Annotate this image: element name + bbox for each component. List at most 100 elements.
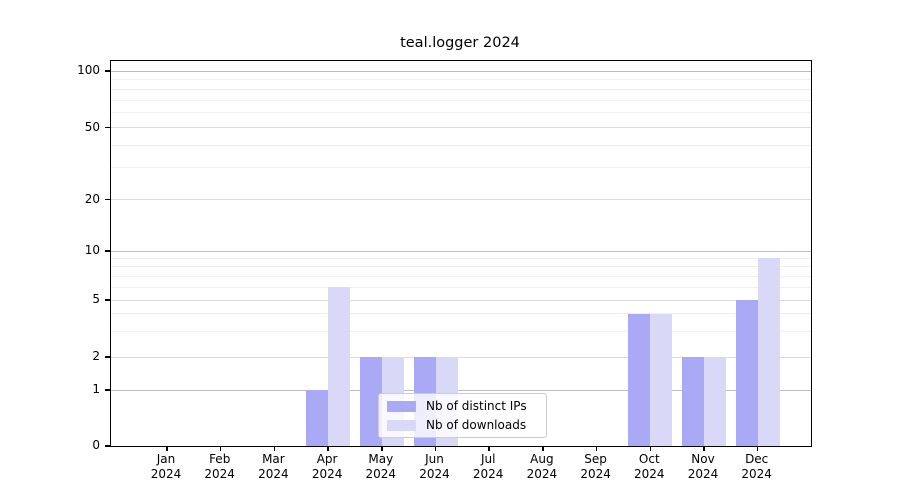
- bar-distinct-ips: [306, 390, 329, 446]
- x-tick-label: Jan 2024: [139, 452, 193, 482]
- x-tick-month: Apr: [316, 452, 338, 466]
- x-tick-year: 2024: [472, 467, 504, 481]
- y-tick-label: 5: [92, 292, 100, 306]
- y-tick-mark: [105, 299, 110, 301]
- bar-distinct-ips: [682, 357, 704, 446]
- x-tick-year: 2024: [687, 467, 719, 481]
- x-tick-mark: [595, 446, 598, 451]
- bar-downloads: [328, 287, 351, 446]
- x-tick-year: 2024: [741, 467, 772, 481]
- gridline-minor: [111, 99, 811, 101]
- x-tick-month: May: [368, 452, 394, 466]
- bar-downloads: [704, 357, 726, 446]
- y-tick-mark: [105, 126, 110, 129]
- x-tick-month: Aug: [530, 452, 554, 466]
- x-tick-year: 2024: [419, 467, 450, 481]
- x-tick-mark: [327, 446, 329, 451]
- x-tick-label: Oct 2024: [622, 452, 676, 482]
- x-tick-month: Feb: [209, 452, 231, 466]
- legend-swatch-distinct-ips: [387, 400, 416, 412]
- gridline-minor: [111, 257, 811, 259]
- x-tick-year: 2024: [204, 467, 235, 481]
- bar-downloads: [650, 313, 673, 446]
- x-tick-mark: [703, 446, 705, 451]
- x-tick-mark: [381, 446, 383, 451]
- x-tick-mark: [219, 446, 222, 451]
- x-tick-month: Nov: [691, 452, 715, 466]
- gridline-minor: [111, 266, 811, 268]
- x-tick-label: Mar 2024: [246, 452, 300, 482]
- x-tick-mark: [649, 446, 652, 451]
- y-tick-label: 1: [92, 382, 100, 396]
- gridline-minor: [111, 79, 811, 81]
- x-tick-label: Sep 2024: [569, 452, 623, 482]
- x-tick-label: Feb 2024: [193, 452, 247, 482]
- gridline-minor: [111, 167, 811, 169]
- x-tick-mark: [434, 446, 437, 451]
- x-tick-year: 2024: [311, 467, 343, 481]
- y-tick-mark: [105, 389, 110, 391]
- y-tick-mark: [105, 445, 110, 447]
- y-tick-mark: [105, 198, 110, 201]
- y-tick-label: 2: [92, 349, 100, 363]
- x-tick-mark: [166, 446, 168, 451]
- x-tick-year: 2024: [150, 467, 182, 481]
- x-tick-label: May 2024: [354, 452, 408, 482]
- x-tick-month: Mar: [262, 452, 285, 466]
- x-tick-mark: [542, 446, 544, 451]
- gridline-major: [111, 356, 811, 358]
- legend-label-downloads: Nb of downloads: [426, 418, 527, 432]
- x-tick-month: Dec: [745, 452, 769, 466]
- gridline-minor: [111, 144, 811, 146]
- gridline-major: [111, 199, 811, 201]
- bar-downloads: [757, 258, 780, 446]
- plot-area: [105, 60, 812, 451]
- x-tick-month: Sep: [584, 452, 607, 466]
- gridline-major: [111, 127, 811, 129]
- x-tick-year: 2024: [365, 467, 397, 481]
- x-tick-label: Aug 2024: [515, 452, 569, 482]
- gridline-minor: [111, 286, 811, 288]
- x-tick-year: 2024: [258, 467, 289, 481]
- bar-distinct-ips: [735, 300, 758, 446]
- y-tick-mark: [105, 70, 110, 72]
- x-tick-mark: [488, 446, 490, 451]
- y-tick-mark: [105, 250, 110, 252]
- x-tick-label: Nov 2024: [676, 452, 730, 482]
- x-tick-mark: [273, 446, 276, 451]
- x-tick-label: Jun 2024: [408, 452, 462, 482]
- x-tick-month: Jan: [156, 452, 176, 466]
- y-tick-label: 10: [84, 243, 100, 257]
- x-tick-year: 2024: [634, 467, 665, 481]
- bar-distinct-ips: [359, 357, 382, 446]
- gridline-minor: [111, 88, 811, 90]
- legend: Nb of distinct IPs Nb of downloads: [378, 393, 547, 438]
- chart-title: teal.logger 2024: [400, 35, 520, 51]
- y-tick-label: 100: [77, 63, 100, 77]
- gridline-minor: [111, 331, 811, 333]
- y-tick-mark: [105, 356, 110, 358]
- x-tick-year: 2024: [526, 467, 558, 481]
- x-tick-month: Oct: [638, 452, 660, 466]
- x-tick-year: 2024: [580, 467, 611, 481]
- x-tick-label: Apr 2024: [300, 452, 354, 482]
- legend-label-distinct-ips: Nb of distinct IPs: [426, 399, 527, 413]
- x-tick-month: Jun: [425, 452, 444, 466]
- gridline-minor: [111, 313, 811, 315]
- x-tick-mark: [756, 446, 759, 451]
- bar-distinct-ips: [628, 313, 651, 446]
- x-tick-month: Jul: [480, 452, 496, 466]
- y-tick-label: 20: [84, 191, 100, 206]
- y-tick-label: 50: [84, 119, 100, 134]
- x-tick-label: Jul 2024: [461, 452, 515, 482]
- x-tick-label: Dec 2024: [730, 452, 784, 482]
- gridline-minor: [111, 112, 811, 114]
- gridline-major: [111, 299, 811, 301]
- gridline-major: [111, 70, 811, 72]
- gridline-major: [111, 389, 811, 391]
- legend-item-distinct-ips: Nb of distinct IPs: [379, 398, 546, 414]
- y-tick-label: 0: [92, 438, 100, 452]
- legend-item-downloads: Nb of downloads: [379, 417, 546, 433]
- gridline-major: [111, 250, 811, 252]
